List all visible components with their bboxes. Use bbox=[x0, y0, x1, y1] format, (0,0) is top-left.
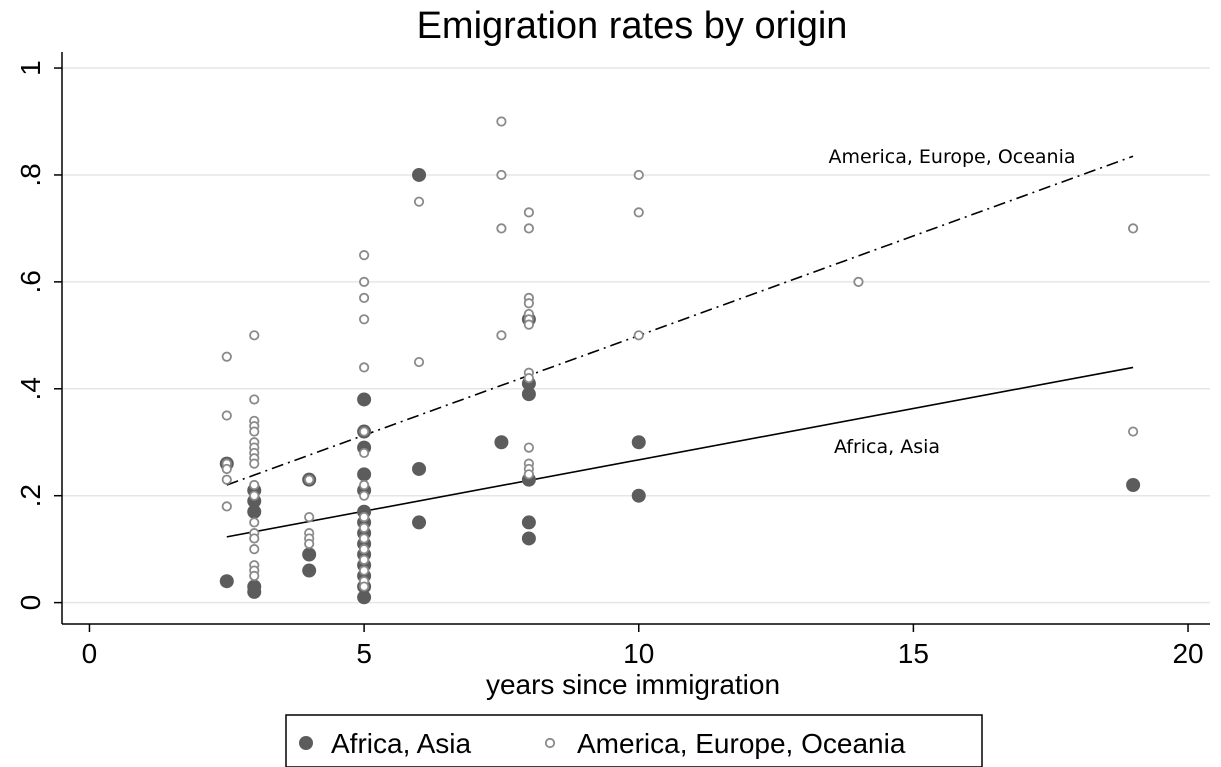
data-point-africa-asia bbox=[302, 547, 317, 562]
data-point-america-europe-oceania bbox=[1128, 426, 1139, 437]
data-point-america-europe-oceania bbox=[221, 410, 232, 421]
data-point-america-europe-oceania bbox=[633, 207, 644, 218]
annotation-america-europe-oceania: America, Europe, Oceania bbox=[828, 146, 1075, 168]
data-point-america-europe-oceania bbox=[359, 581, 370, 592]
data-point-africa-asia bbox=[357, 467, 372, 482]
data-point-america-europe-oceania bbox=[359, 554, 370, 565]
data-point-america-europe-oceania bbox=[523, 207, 534, 218]
data-point-america-europe-oceania bbox=[853, 276, 864, 287]
legend-label-africa-asia: Africa, Asia bbox=[331, 728, 471, 759]
data-point-africa-asia bbox=[357, 590, 372, 605]
data-point-america-europe-oceania bbox=[523, 319, 534, 330]
data-point-america-europe-oceania bbox=[523, 223, 534, 234]
data-point-america-europe-oceania bbox=[359, 276, 370, 287]
y-axis-ticks: 0 .2 .4 .6 .8 1 bbox=[15, 60, 62, 610]
data-point-america-europe-oceania bbox=[221, 463, 232, 475]
annotation-africa-asia: Africa, Asia bbox=[834, 436, 940, 458]
data-point-america-europe-oceania bbox=[249, 533, 260, 544]
data-point-africa-asia bbox=[631, 488, 646, 503]
data-points bbox=[219, 116, 1141, 605]
data-point-africa-asia bbox=[247, 504, 262, 519]
x-tick-label: 10 bbox=[623, 638, 654, 669]
data-point-america-europe-oceania bbox=[359, 511, 370, 523]
data-point-america-europe-oceania bbox=[249, 490, 260, 501]
data-point-africa-asia bbox=[521, 387, 536, 402]
data-point-america-europe-oceania bbox=[359, 533, 370, 544]
data-point-america-europe-oceania bbox=[249, 570, 260, 581]
data-point-america-europe-oceania bbox=[413, 356, 425, 368]
data-point-america-europe-oceania bbox=[249, 479, 260, 491]
data-point-america-europe-oceania bbox=[359, 250, 370, 261]
data-point-africa-asia bbox=[247, 584, 262, 599]
data-point-america-europe-oceania bbox=[359, 479, 370, 491]
data-point-america-europe-oceania bbox=[221, 351, 232, 362]
data-point-africa-asia bbox=[412, 515, 427, 530]
data-point-africa-asia bbox=[412, 461, 427, 476]
fit-lines bbox=[226, 155, 1134, 538]
legend-marker-africa-asia bbox=[299, 736, 313, 750]
fit-line-africa-asia bbox=[226, 366, 1134, 538]
data-point-america-europe-oceania bbox=[523, 469, 534, 480]
data-point-america-europe-oceania bbox=[359, 426, 370, 437]
data-point-america-europe-oceania bbox=[359, 447, 370, 459]
data-point-america-europe-oceania bbox=[523, 298, 534, 309]
data-point-america-europe-oceania bbox=[359, 522, 370, 533]
data-point-africa-asia bbox=[357, 392, 372, 407]
legend-box bbox=[285, 714, 983, 767]
fit-line-america-europe-oceania bbox=[226, 155, 1134, 486]
data-point-africa-asia bbox=[631, 435, 646, 450]
x-tick-label: 5 bbox=[356, 638, 372, 669]
data-point-africa-asia bbox=[494, 435, 509, 450]
x-tick-label: 0 bbox=[82, 638, 98, 669]
data-point-africa-asia bbox=[412, 167, 427, 182]
y-tick-label: 1 bbox=[15, 60, 46, 76]
data-point-america-europe-oceania bbox=[249, 426, 260, 437]
data-point-america-europe-oceania bbox=[413, 196, 425, 207]
data-point-america-europe-oceania bbox=[249, 458, 260, 469]
data-point-america-europe-oceania bbox=[221, 501, 232, 512]
data-point-africa-asia bbox=[521, 515, 536, 530]
data-point-america-europe-oceania bbox=[359, 544, 370, 555]
data-point-america-europe-oceania bbox=[249, 330, 260, 341]
legend: Africa, Asia America, Europe, Oceania bbox=[285, 714, 983, 767]
y-tick-label: .2 bbox=[15, 484, 46, 507]
data-point-america-europe-oceania bbox=[304, 538, 315, 549]
data-point-africa-asia bbox=[219, 574, 234, 589]
data-point-africa-asia bbox=[302, 563, 317, 578]
data-point-america-europe-oceania bbox=[359, 314, 370, 325]
data-point-america-europe-oceania bbox=[496, 223, 507, 234]
legend-marker-america-europe-oceania bbox=[544, 737, 556, 749]
data-point-america-europe-oceania bbox=[359, 565, 370, 576]
y-tick-label: .6 bbox=[15, 270, 46, 293]
data-point-america-europe-oceania bbox=[359, 490, 370, 501]
data-point-africa-asia bbox=[521, 531, 536, 546]
chart-title: Emigration rates by origin bbox=[417, 5, 848, 47]
x-tick-label: 20 bbox=[1172, 638, 1203, 669]
y-tick-label: .8 bbox=[15, 163, 46, 186]
data-point-america-europe-oceania bbox=[633, 330, 644, 341]
x-tick-label: 15 bbox=[898, 638, 929, 669]
data-point-america-europe-oceania bbox=[304, 511, 315, 523]
data-point-america-europe-oceania bbox=[304, 474, 315, 485]
data-point-america-europe-oceania bbox=[496, 169, 507, 181]
data-point-america-europe-oceania bbox=[359, 292, 370, 304]
data-point-america-europe-oceania bbox=[221, 474, 232, 485]
y-tick-label: 0 bbox=[15, 595, 46, 611]
data-point-america-europe-oceania bbox=[249, 394, 260, 405]
data-point-america-europe-oceania bbox=[249, 517, 260, 528]
data-point-america-europe-oceania bbox=[359, 362, 370, 373]
x-axis-label: years since immigration bbox=[486, 669, 780, 700]
data-point-america-europe-oceania bbox=[523, 372, 534, 384]
data-point-america-europe-oceania bbox=[1128, 223, 1139, 234]
data-point-america-europe-oceania bbox=[523, 442, 534, 453]
data-point-america-europe-oceania bbox=[249, 544, 260, 555]
data-point-africa-asia bbox=[1126, 478, 1141, 493]
x-axis-ticks: 0 5 10 15 20 bbox=[82, 624, 1204, 669]
y-tick-label: .4 bbox=[15, 377, 46, 400]
legend-label-america-europe-oceania: America, Europe, Oceania bbox=[577, 728, 906, 759]
data-point-america-europe-oceania bbox=[633, 169, 644, 181]
data-point-america-europe-oceania bbox=[496, 116, 507, 127]
data-point-america-europe-oceania bbox=[496, 330, 507, 341]
